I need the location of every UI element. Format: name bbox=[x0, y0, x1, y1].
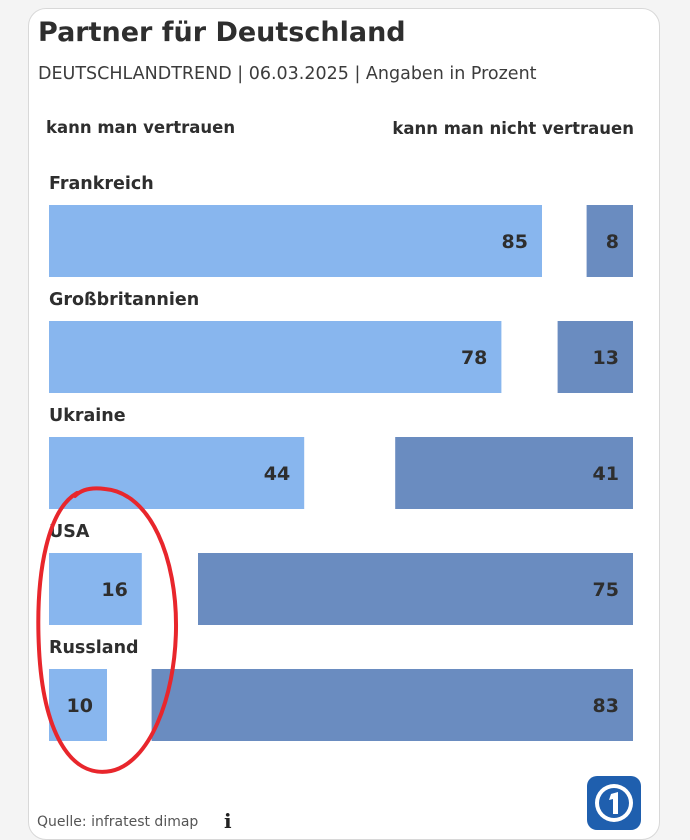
value-label-distrust-russland: 83 bbox=[593, 695, 619, 717]
value-label-trust-frankreich: 85 bbox=[502, 231, 528, 253]
category-label-gro-britannien: Großbritannien bbox=[49, 290, 199, 310]
bar-distrust-russland bbox=[151, 669, 633, 741]
value-label-trust-usa: 16 bbox=[101, 579, 127, 601]
chart-title: Partner für Deutschland bbox=[38, 17, 406, 48]
chart-subtitle: DEUTSCHLANDTREND | 06.03.2025 | Angaben … bbox=[38, 64, 537, 84]
ard-one-icon bbox=[595, 784, 633, 822]
bar-trust-gro-britannien bbox=[49, 321, 502, 393]
value-label-distrust-gro-britannien: 13 bbox=[593, 347, 619, 369]
value-label-trust-ukraine: 44 bbox=[264, 463, 290, 485]
category-label-frankreich: Frankreich bbox=[49, 174, 154, 194]
value-label-distrust-frankreich: 8 bbox=[606, 231, 619, 253]
bar-distrust-usa bbox=[198, 553, 633, 625]
category-label-ukraine: Ukraine bbox=[49, 406, 126, 426]
info-icon[interactable]: i bbox=[224, 809, 232, 833]
value-label-trust-gro-britannien: 78 bbox=[461, 347, 487, 369]
category-label-russland: Russland bbox=[49, 638, 139, 658]
legend-trust-header: kann man vertrauen bbox=[46, 118, 236, 137]
ard-logo bbox=[587, 776, 641, 830]
legend-distrust-header: kann man nicht vertrauen bbox=[392, 119, 634, 138]
bar-distrust-gro-britannien bbox=[557, 321, 633, 393]
value-label-distrust-usa: 75 bbox=[593, 579, 619, 601]
bar-trust-usa bbox=[49, 553, 142, 625]
source-note: Quelle: infratest dimap bbox=[37, 814, 199, 830]
chart-card: Partner für Deutschland DEUTSCHLANDTREND… bbox=[28, 8, 660, 840]
bar-distrust-ukraine bbox=[395, 437, 633, 509]
value-label-trust-russland: 10 bbox=[67, 695, 93, 717]
bar-chart: Frankreich 85 8 Großbritannien 78 13 Ukraine 44… bbox=[49, 174, 633, 741]
bar-distrust-frankreich bbox=[586, 205, 633, 277]
bar-trust-frankreich bbox=[49, 205, 542, 277]
value-label-distrust-ukraine: 41 bbox=[593, 463, 619, 485]
category-label-usa: USA bbox=[49, 522, 90, 542]
